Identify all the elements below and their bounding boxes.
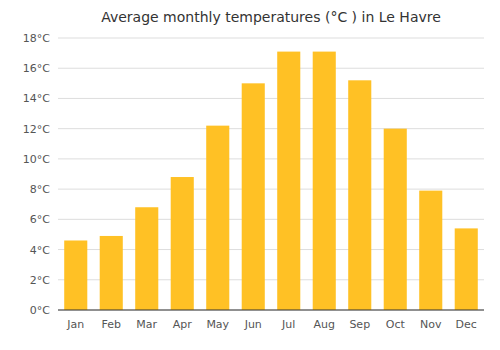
chart-container: Average monthly temperatures (°C ) in Le… [0,0,500,350]
y-tick-label: 14°C [23,92,50,105]
bar [313,52,336,310]
y-tick-label: 8°C [30,183,50,196]
x-tick-label: May [206,318,229,331]
grid-line [58,128,484,129]
bar [242,83,265,310]
grid-line [58,158,484,159]
bar [100,236,123,310]
y-tick-label: 0°C [30,304,50,317]
y-tick-label: 10°C [23,153,50,166]
x-tick-label: Nov [420,318,442,331]
grid-line [58,38,484,39]
y-tick-label: 16°C [23,62,50,75]
grid-line [58,310,484,311]
bar [277,52,300,310]
x-tick-label: Sep [349,318,370,331]
x-tick-label: Jun [244,318,262,331]
grid-line [58,68,484,69]
bar [171,177,194,310]
x-tick-label: Dec [456,318,477,331]
bars [64,52,478,310]
y-tick-label: 6°C [30,213,50,226]
bar [135,207,158,310]
y-tick-label: 12°C [23,123,50,136]
bar [348,80,371,310]
x-tick-label: Aug [314,318,335,331]
title: Average monthly temperatures (°C ) in Le… [101,9,441,25]
x-tick-label: Mar [136,318,157,331]
x-tick-label: Feb [102,318,121,331]
bar [419,191,442,310]
x-axis-line [58,310,484,311]
x-tick-label: Jul [281,318,295,331]
grid-line [58,98,484,99]
x-tick-label: Apr [173,318,193,331]
y-tick-label: 4°C [30,244,50,257]
grid-line [58,189,484,190]
y-tick-label: 2°C [30,274,50,287]
y-tick-label: 18°C [23,32,50,45]
bar [64,240,87,310]
bar [206,126,229,310]
grid [58,38,484,310]
chart: Average monthly temperatures (°C ) in Le… [0,0,500,350]
x-tick-label: Jan [66,318,84,331]
bar [384,129,407,310]
x-tick-label: Oct [386,318,406,331]
bar [455,228,478,310]
